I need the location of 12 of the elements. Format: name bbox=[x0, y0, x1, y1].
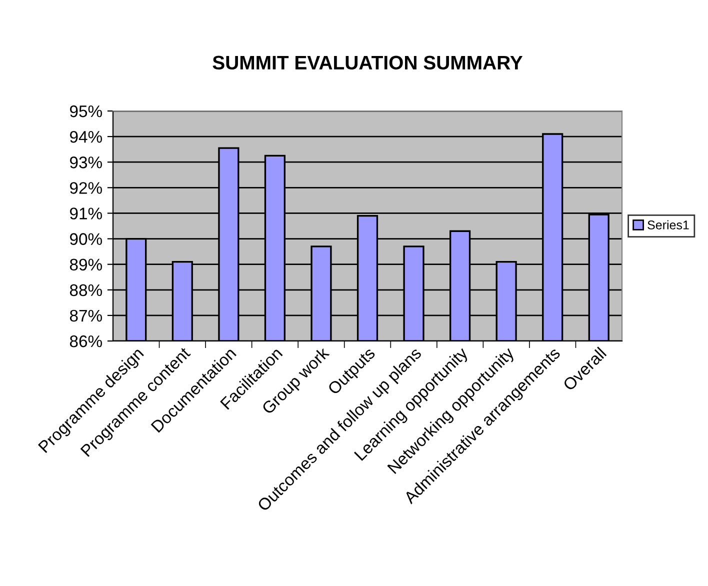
y-tick-label: 88% bbox=[70, 284, 102, 296]
y-tick-label: 93% bbox=[70, 156, 102, 168]
y-tick-label: 87% bbox=[70, 310, 102, 322]
y-tick-label: 89% bbox=[70, 258, 102, 271]
legend-label: Series1 bbox=[648, 220, 689, 230]
y-tick-label: 92% bbox=[70, 182, 102, 194]
y-tick-label: 86% bbox=[70, 335, 102, 348]
chart-title: SUMMIT EVALUATION SUMMARY bbox=[212, 56, 523, 70]
y-tick-label: 90% bbox=[70, 233, 102, 245]
y-tick-label: 95% bbox=[70, 105, 102, 118]
y-tick-label: 91% bbox=[70, 208, 102, 220]
y-tick-label: 94% bbox=[70, 130, 102, 143]
